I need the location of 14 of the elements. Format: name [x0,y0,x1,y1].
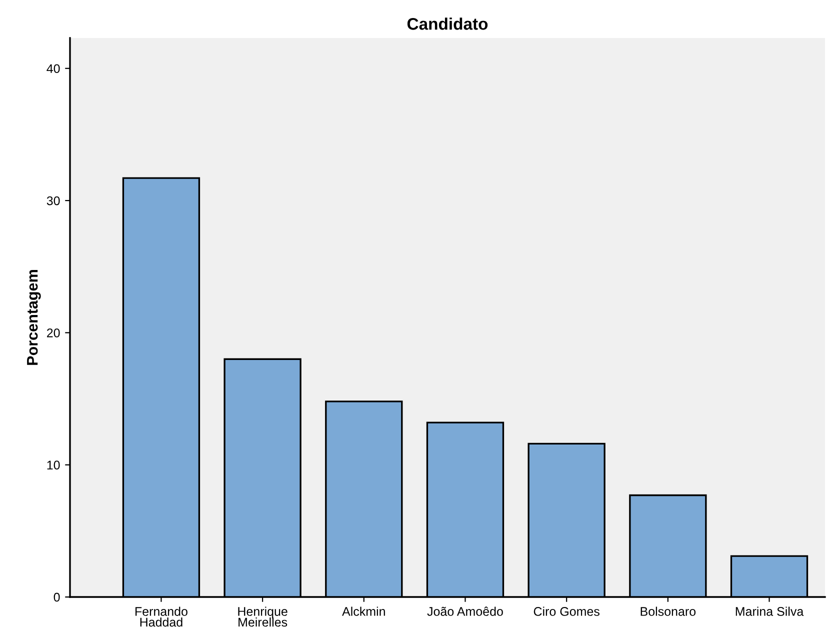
y-tick-label: 30 [46,196,60,206]
x-tick-label: Fernando Haddad [135,606,188,627]
y-tick-label: 0 [54,592,60,602]
y-tick-label: 10 [47,460,60,470]
x-tick-label: Alckmin [342,606,385,616]
x-tick-label: Marina Silva [736,606,804,616]
x-tick-label: Ciro Gomes [534,606,600,616]
x-tick-label: Bolsonaro [640,606,696,616]
y-tick-label: 40 [46,64,60,74]
chart-title: Candidato [407,18,488,30]
y-axis-title: Porcentagem [27,270,41,365]
y-tick-label: 20 [47,328,60,338]
x-tick-label: Henrique Meirelles [238,606,288,627]
x-tick-label: João Amoêdo [427,606,503,616]
